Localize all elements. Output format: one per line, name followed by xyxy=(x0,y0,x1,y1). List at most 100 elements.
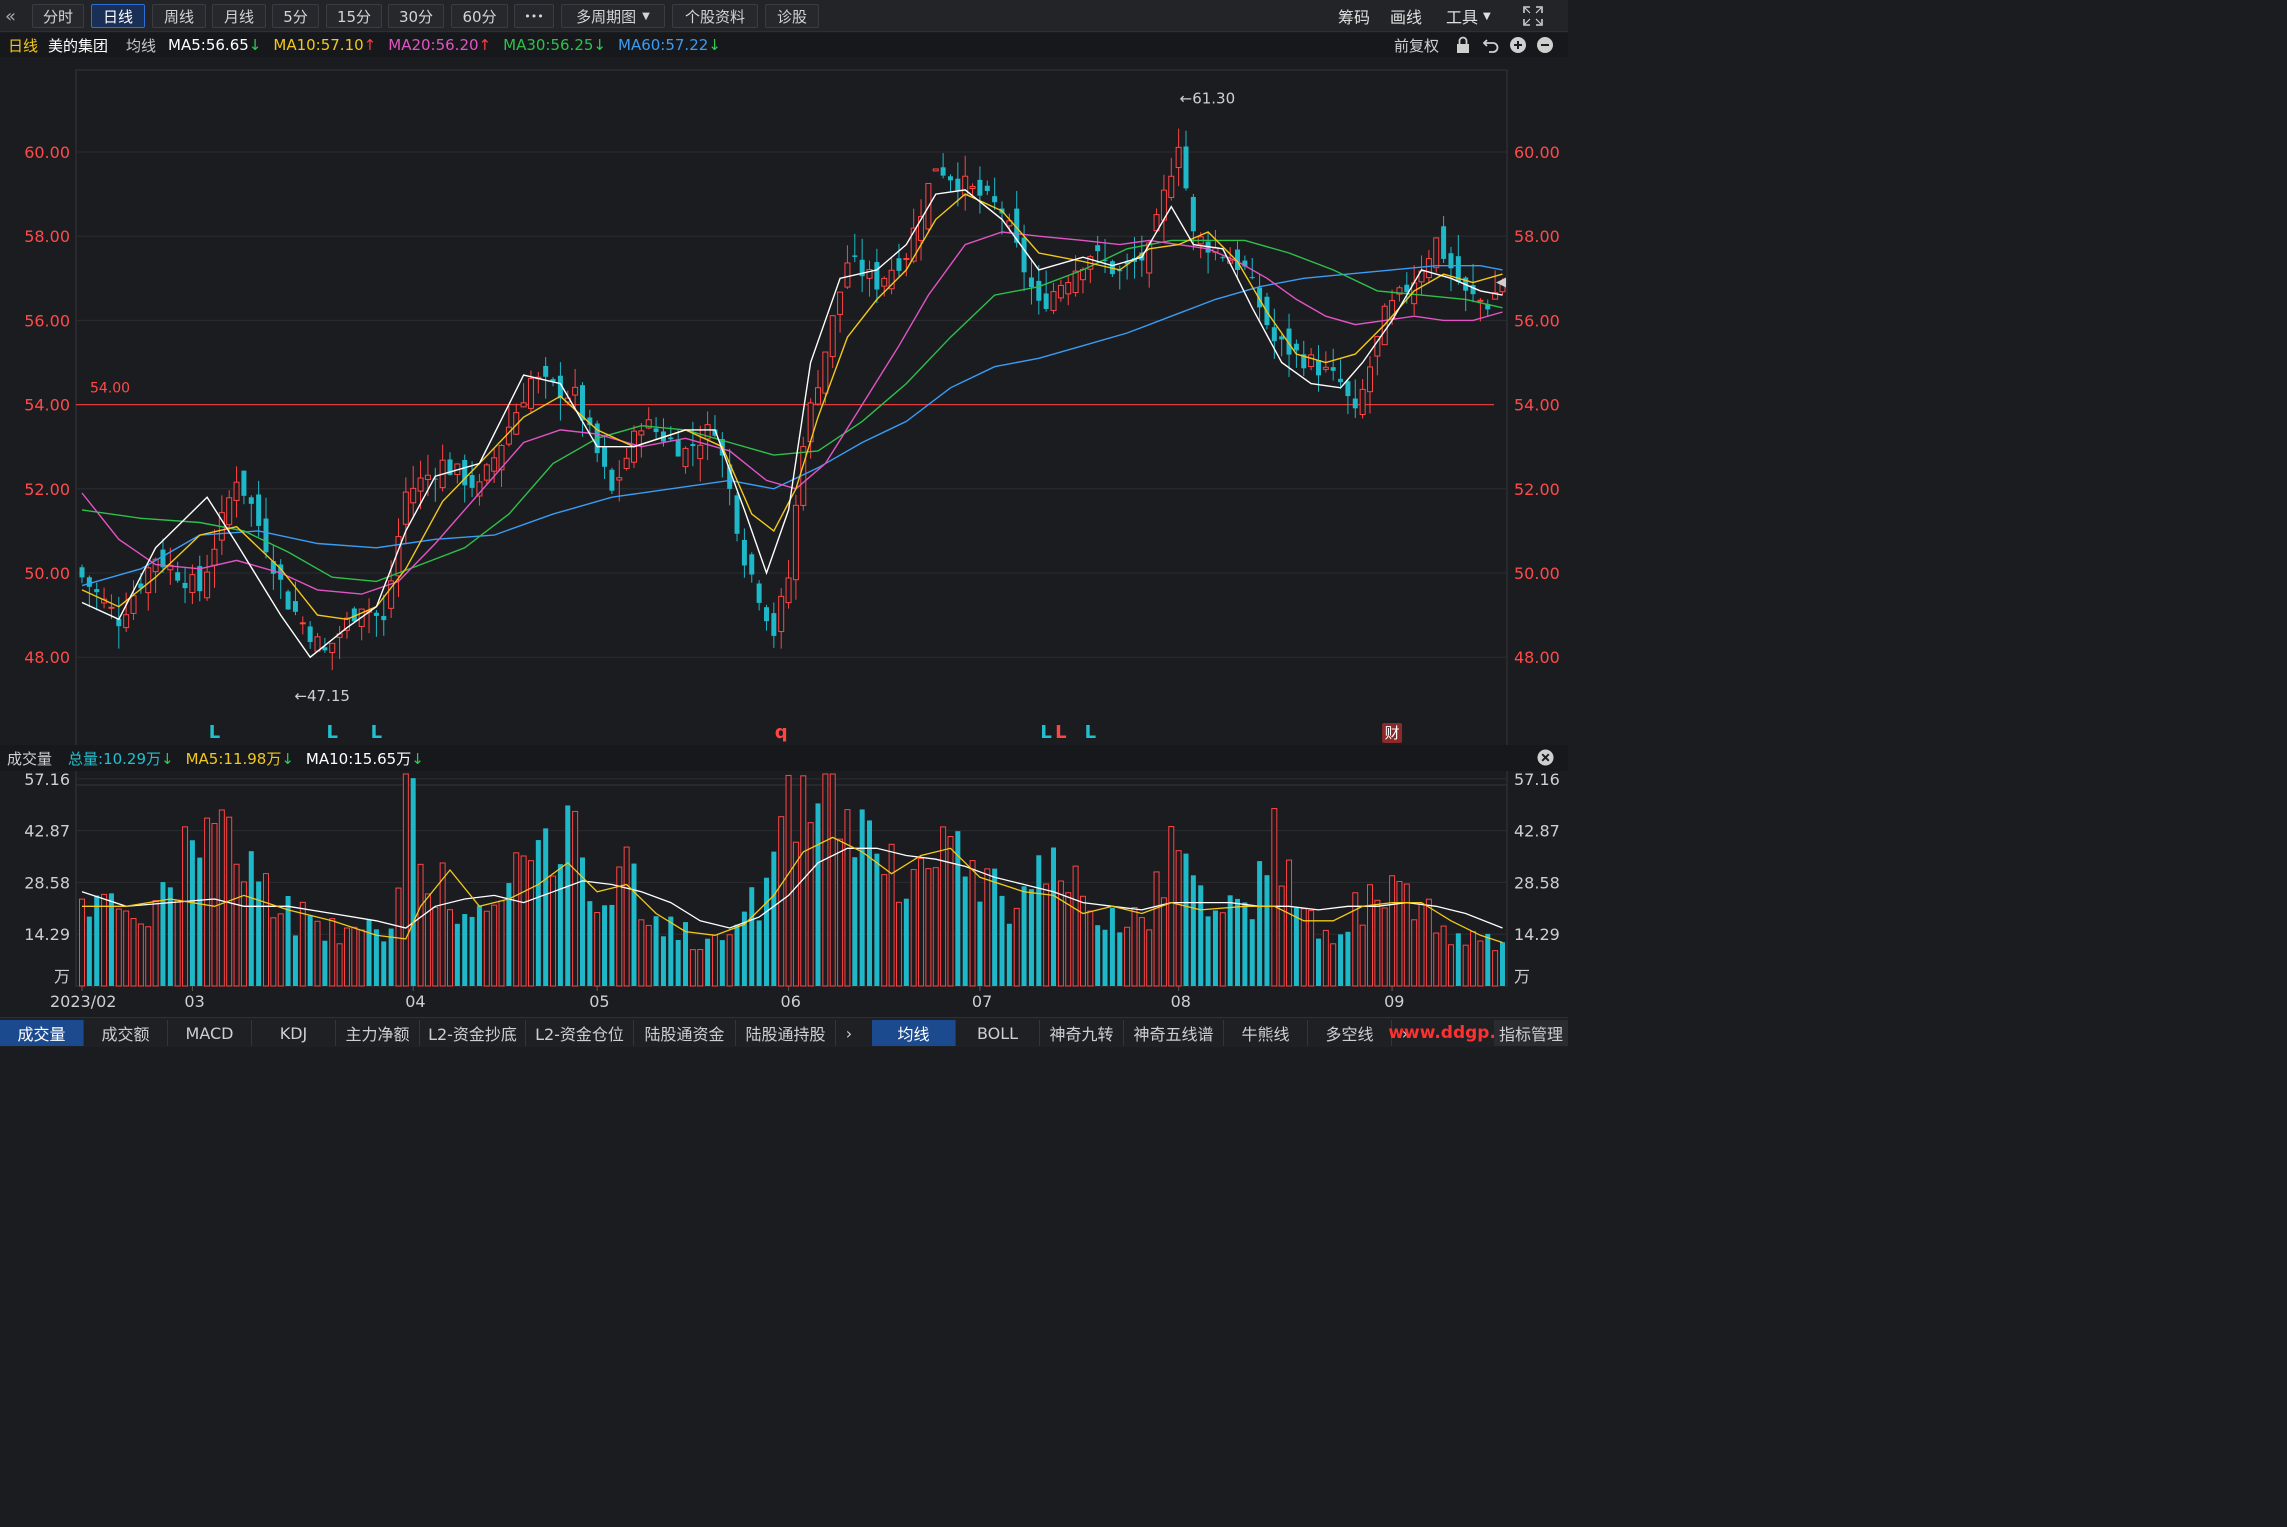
tab-magic-nine[interactable]: 神奇九转 xyxy=(1040,1020,1124,1046)
stock-name[interactable]: 美的集团 xyxy=(48,36,109,55)
volume-bar-up xyxy=(358,929,365,987)
double-chevron-left-icon[interactable]: « xyxy=(5,5,17,27)
tab-daily[interactable]: 日线 xyxy=(91,4,145,28)
candle-body-up xyxy=(881,277,888,287)
volume-ma5-label: MA5:11.98万 xyxy=(185,749,282,768)
multi-period-dropdown[interactable]: 多周期图 ▼ xyxy=(561,4,665,28)
draw-line-button[interactable]: 画线 xyxy=(1390,8,1423,27)
adjust-mode[interactable]: 前复权 xyxy=(1394,36,1440,55)
tools-menu[interactable]: 工具 ▼ xyxy=(1446,4,1491,28)
tab-30min[interactable]: 30分 xyxy=(388,4,444,28)
volume-bar-up xyxy=(343,927,350,987)
volume-bar-down xyxy=(476,905,482,986)
volume-bar-down xyxy=(462,914,468,986)
candle-body-down xyxy=(1190,196,1196,232)
candle-body-up xyxy=(932,168,939,172)
tab-northbound-holdings[interactable]: 陆股通持股 xyxy=(736,1020,836,1046)
candle-body-up xyxy=(527,378,534,409)
candle-body-down xyxy=(653,428,659,433)
volume-bar-up xyxy=(145,926,152,987)
chart-canvas[interactable]: 48.00 48.00 50.00 50.00 52.00 52.00 54.00 54.00… xyxy=(0,57,1568,1017)
volume-bar-up xyxy=(263,873,269,987)
tab-60min[interactable]: 60分 xyxy=(451,4,508,28)
candle-body-down xyxy=(432,478,438,480)
candle-body-down xyxy=(1235,249,1241,271)
candle-body-down xyxy=(1279,336,1285,340)
candle-body-up xyxy=(682,447,689,468)
tab-ma[interactable]: 均线 xyxy=(872,1020,956,1046)
volume-bar-down xyxy=(653,916,659,986)
tab-long-short-line[interactable]: 多空线 xyxy=(1308,1020,1392,1046)
volume-bar-up xyxy=(932,867,939,987)
undo-icon[interactable] xyxy=(1482,36,1500,58)
volume-chart[interactable]: 2023/02 03 04 05 06 07 08 09 14.29 14.29 28.58 28.5… xyxy=(24,765,1560,1011)
candle-body-up xyxy=(417,477,424,492)
candle-body-up xyxy=(424,474,431,480)
fullscreen-icon[interactable] xyxy=(1522,4,1546,28)
tab-bull-bear-line[interactable]: 牛熊线 xyxy=(1224,1020,1308,1046)
tab-turnover[interactable]: 成交额 xyxy=(84,1020,168,1046)
tab-macd[interactable]: MACD xyxy=(168,1020,252,1046)
chevron-right-icon[interactable]: › xyxy=(845,1023,853,1043)
volume-bar-up xyxy=(1418,903,1425,987)
chevron-right-icon[interactable]: › xyxy=(1401,1023,1409,1043)
tab-northbound-funds[interactable]: 陆股通资金 xyxy=(634,1020,736,1046)
price-pane-frame xyxy=(75,69,1508,786)
chips-button[interactable]: 筹码 xyxy=(1338,8,1371,27)
volume-bar-up xyxy=(483,910,490,987)
volume-total-label: 总量:10.29万 xyxy=(68,749,162,768)
tab-l2-position[interactable]: L2-资金仓位 xyxy=(526,1020,634,1046)
ma-type-label[interactable]: 均线 xyxy=(126,36,157,55)
price-chart[interactable]: 48.00 48.00 50.00 50.00 52.00 52.00 54.00 54.00… xyxy=(24,69,1560,786)
volume-bar-down xyxy=(1249,919,1255,986)
candle-body-down xyxy=(602,446,608,467)
volume-bar-up xyxy=(689,949,696,987)
ma30-label: MA30:56.25 xyxy=(503,36,594,54)
tab-volume[interactable]: 成交量 xyxy=(0,1020,84,1046)
date-tick: 06 xyxy=(781,992,801,1011)
volume-bar-up xyxy=(152,900,159,987)
tab-intraday[interactable]: 分时 xyxy=(32,4,84,28)
more-button[interactable]: ••• xyxy=(514,4,554,28)
indicator-manage-button[interactable]: 指标管理 xyxy=(1494,1020,1568,1046)
candle-body-down xyxy=(447,459,453,475)
arrow-up-icon: ↑ xyxy=(363,36,377,54)
candle-body-up xyxy=(616,477,623,481)
tab-monthly[interactable]: 月线 xyxy=(212,4,266,28)
candle-body-down xyxy=(270,561,276,574)
volume-bar-up xyxy=(895,901,902,987)
candle-body-down xyxy=(175,572,181,581)
tab-boll[interactable]: BOLL xyxy=(956,1020,1040,1046)
candle-body-up xyxy=(822,351,829,394)
chevron-down-icon: ▼ xyxy=(642,10,650,22)
tab-l2-bottom[interactable]: L2-资金抄底 xyxy=(420,1020,526,1046)
tab-kdj[interactable]: KDJ xyxy=(252,1020,336,1046)
candle-body-down xyxy=(1315,360,1321,376)
stock-info-button[interactable]: 个股资料 xyxy=(672,4,758,28)
candle-body-down xyxy=(1441,226,1447,259)
volume-ma10-label: MA10:15.65万 xyxy=(305,749,412,768)
ma-line-ma60 xyxy=(81,265,1503,587)
volume-bar-down xyxy=(322,940,328,986)
diagnose-button[interactable]: 诊股 xyxy=(765,4,819,28)
volume-bar-up xyxy=(299,901,306,987)
volume-bar-up xyxy=(638,919,645,987)
candle-body-down xyxy=(1330,367,1336,371)
tab-5min[interactable]: 5分 xyxy=(272,4,319,28)
candle-body-down xyxy=(557,375,563,399)
zoom-in-icon[interactable] xyxy=(1509,36,1527,58)
lock-icon[interactable] xyxy=(1455,36,1471,58)
volume-bar-down xyxy=(410,778,416,986)
tab-main-net[interactable]: 主力净额 xyxy=(336,1020,420,1046)
candle-body-up xyxy=(498,444,505,471)
volume-bar-up xyxy=(800,775,807,987)
tab-15min[interactable]: 15分 xyxy=(326,4,382,28)
arrow-down-icon: ↓ xyxy=(161,749,174,768)
close-icon[interactable] xyxy=(1537,749,1554,770)
tab-weekly[interactable]: 周线 xyxy=(152,4,206,28)
zoom-out-icon[interactable] xyxy=(1536,36,1554,58)
candle-body-down xyxy=(896,258,902,271)
candle-body-down xyxy=(469,475,475,488)
volume-bar-down xyxy=(256,881,262,986)
tab-magic-five-lines[interactable]: 神奇五线谱 xyxy=(1124,1020,1224,1046)
